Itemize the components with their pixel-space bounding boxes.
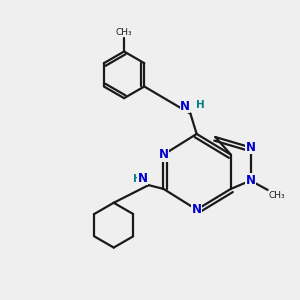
Text: N: N — [158, 148, 169, 161]
Text: N: N — [246, 141, 256, 154]
Text: CH₃: CH₃ — [268, 191, 285, 200]
Text: H: H — [196, 100, 205, 110]
Text: N: N — [138, 172, 148, 184]
Text: H: H — [133, 174, 142, 184]
Text: CH₃: CH₃ — [116, 28, 132, 37]
Text: N: N — [192, 203, 202, 216]
Text: N: N — [246, 174, 256, 187]
Text: N: N — [180, 100, 190, 113]
